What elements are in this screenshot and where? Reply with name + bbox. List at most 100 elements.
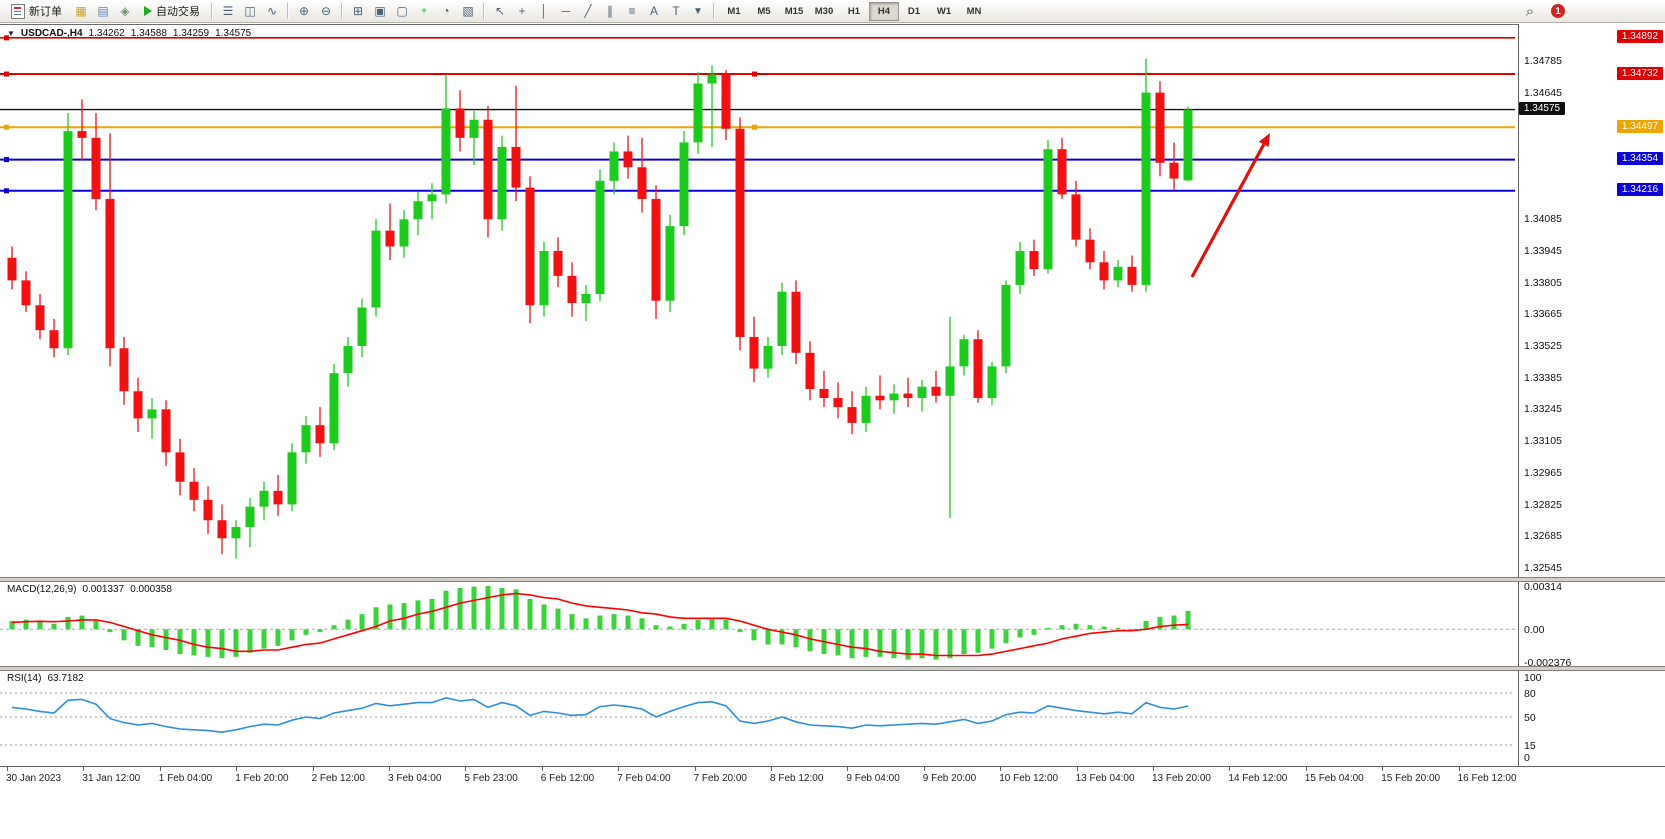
line-chart-icon[interactable]: ∿ [266, 4, 278, 18]
cursor-icon[interactable]: ↖ [494, 4, 506, 18]
candle [791, 280, 801, 365]
autotrading-button[interactable]: 自动交易 [137, 1, 207, 22]
line-handle[interactable] [4, 35, 9, 41]
axis-label: 1.34085 [1524, 213, 1562, 226]
macd-bar [1185, 610, 1191, 630]
macd-value-signal: 0.000358 [130, 584, 172, 595]
candle [91, 112, 101, 211]
macd-bar [709, 618, 715, 630]
macd-bar [583, 618, 589, 630]
timeframe-h1-button[interactable]: H1 [847, 5, 861, 17]
price-line-tag: 1.34892 [1617, 30, 1663, 44]
axis-label: 80 [1524, 688, 1536, 700]
tile-windows-icon[interactable]: ▣ [374, 4, 386, 18]
macd-bar [961, 629, 967, 655]
price-axis[interactable]: 1.34892 1.34732 1.34575 1.34497 1.34354 1.342… [1518, 24, 1665, 766]
toolbar-separator [713, 3, 715, 19]
timeframe-m1-button[interactable]: M1 [727, 5, 741, 17]
vertical-line-icon[interactable]: │ [540, 4, 548, 18]
toolbar-right-group: ⌕ 1 [1519, 1, 1565, 22]
time-axis[interactable]: 30 Jan 2023 31 Jan 12:00 1 Feb 04:00 1 Feb … [0, 766, 1665, 788]
zoom-out-icon[interactable]: ⊖ [320, 4, 332, 18]
text-icon[interactable]: A [649, 4, 658, 18]
panel-splitter[interactable] [0, 577, 1665, 582]
macd-bar [135, 629, 141, 646]
timeframe-mn-button[interactable]: MN [966, 5, 982, 17]
new-order-button[interactable]: 新订单 [4, 1, 69, 22]
notification-badge[interactable]: 1 [1551, 4, 1565, 18]
macd-bar [205, 629, 211, 657]
time-label: 15 Feb 20:00 [1381, 773, 1441, 784]
axis-label: 1.32825 [1524, 498, 1562, 511]
add-indicator-icon[interactable]: + [421, 5, 427, 17]
horizontal-line-icon[interactable]: ─ [561, 4, 571, 18]
time-label: 10 Feb 12:00 [999, 773, 1059, 784]
macd-bar [1031, 629, 1037, 635]
time-label: 1 Feb 20:00 [235, 773, 289, 784]
navigator-icon[interactable]: ◈ [120, 4, 130, 18]
bar-chart-icon[interactable]: ☰ [222, 4, 234, 18]
timeframe-m5-button[interactable]: M5 [757, 5, 771, 17]
macd-bar [625, 615, 631, 630]
line-handle[interactable] [4, 71, 9, 77]
macd-bar [569, 614, 575, 630]
candle [595, 169, 605, 301]
collapse-triangle-icon[interactable]: ▼ [7, 29, 15, 38]
trend-arrow-annotation[interactable] [1190, 133, 1270, 278]
quote-high: 1.34588 [130, 28, 167, 39]
search-icon[interactable]: ⌕ [1525, 2, 1535, 20]
macd-bar [891, 629, 897, 659]
text-label-icon[interactable]: T [672, 4, 680, 18]
candle [357, 298, 367, 358]
axis-label: 1.33105 [1524, 435, 1562, 448]
equidistant-channel-icon[interactable]: ∥ [607, 4, 613, 18]
candle [203, 486, 213, 534]
macd-bar [513, 589, 519, 630]
macd-bar [919, 629, 925, 659]
candle [175, 438, 185, 496]
cascade-windows-icon[interactable]: ▢ [396, 4, 408, 18]
profiles-icon[interactable]: ▦ [75, 4, 87, 18]
macd-bar [653, 625, 659, 630]
axis-label: 1.34785 [1524, 55, 1562, 68]
toolbar-separator [287, 3, 289, 19]
candle [945, 316, 955, 518]
line-handle[interactable] [752, 124, 757, 130]
line-handle[interactable] [4, 188, 9, 194]
time-label: 3 Feb 04:00 [388, 773, 442, 784]
macd-plot [0, 580, 1518, 666]
candle [259, 481, 269, 521]
candle [1057, 137, 1067, 199]
fibonacci-icon[interactable]: ≡ [628, 4, 636, 18]
timeframe-h4-button[interactable]: H4 [869, 1, 899, 21]
candlestick-chart-icon[interactable]: ◫ [244, 4, 256, 18]
arrows-icon[interactable]: ▼ [693, 5, 703, 17]
templates-icon[interactable]: ▧ [462, 4, 474, 18]
crosshair-icon[interactable]: + [518, 4, 526, 18]
time-tick [465, 767, 467, 771]
macd-bar [639, 618, 645, 630]
toolbar-separator [211, 3, 213, 19]
timeframe-d1-button[interactable]: D1 [907, 5, 921, 17]
timeframe-m30-button[interactable]: M30 [814, 5, 834, 17]
new-chart-icon[interactable]: ⊞ [352, 4, 364, 18]
market-watch-icon[interactable]: ▤ [97, 4, 109, 18]
symbol-period: USDCAD-,H4 [20, 28, 83, 39]
axis-label: 1.33385 [1524, 371, 1562, 384]
zoom-in-icon[interactable]: ⊕ [298, 4, 310, 18]
period-clock-icon[interactable]: ◔ [442, 4, 450, 18]
line-handle[interactable] [4, 157, 9, 163]
candle [819, 370, 829, 408]
rsi-label-row: RSI(14) 63.7182 [7, 673, 84, 684]
candle [301, 416, 311, 464]
timeframe-w1-button[interactable]: W1 [936, 5, 952, 17]
panel-splitter[interactable] [0, 666, 1665, 671]
candle [651, 185, 661, 319]
line-handle[interactable] [4, 124, 9, 130]
timeframe-m15-button[interactable]: M15 [784, 5, 804, 17]
macd-bar [849, 629, 855, 659]
line-handle[interactable] [752, 71, 757, 77]
time-tick [771, 767, 772, 771]
trendline-icon[interactable]: ╱ [584, 4, 592, 18]
chart-header: ▼ USDCAD-,H4 1.34262 1.34588 1.34259 1.3… [7, 28, 251, 39]
